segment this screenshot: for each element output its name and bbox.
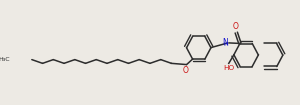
Text: H: H: [224, 42, 228, 47]
Text: O: O: [183, 66, 189, 75]
Text: H₃C: H₃C: [0, 57, 10, 62]
Text: N: N: [222, 38, 228, 47]
Text: HO: HO: [223, 65, 234, 71]
Text: O: O: [233, 22, 239, 31]
